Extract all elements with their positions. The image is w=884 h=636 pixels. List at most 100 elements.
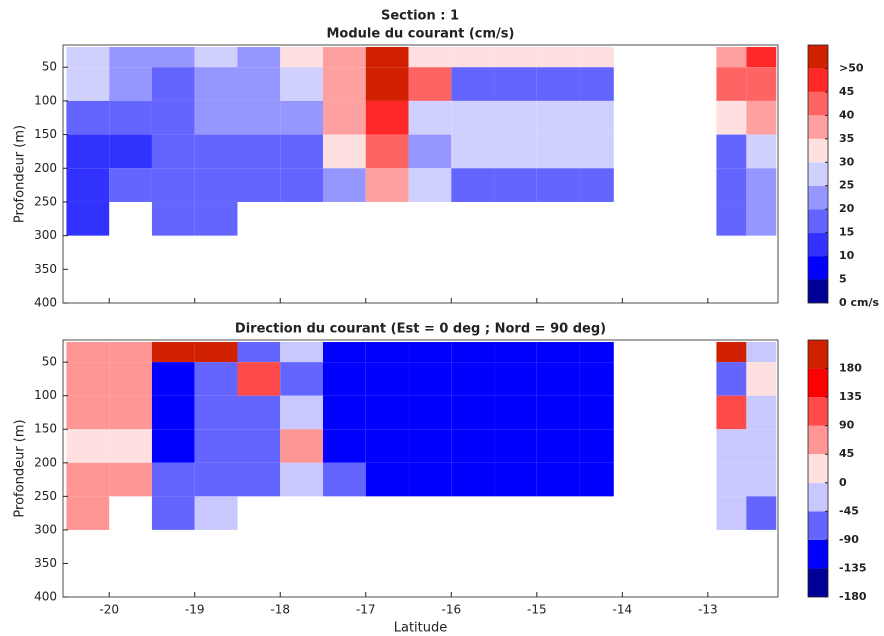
heatmap-cell (66, 67, 110, 101)
colorbar-band (808, 91, 828, 116)
colorbar-band (808, 539, 828, 569)
heatmap-cell (237, 429, 281, 463)
heatmap-cell (66, 168, 110, 202)
heatmap-cell (280, 67, 323, 101)
heatmap-cell (408, 395, 452, 430)
y-tick-label: 150 (34, 422, 57, 436)
heatmap-cell (536, 100, 580, 135)
heatmap-cell (109, 342, 152, 363)
heatmap-cell (746, 47, 777, 68)
heatmap-cell (494, 67, 537, 101)
colorbar-band (808, 482, 828, 512)
heatmap-cell (746, 67, 777, 101)
heatmap-cell (194, 67, 238, 101)
heatmap-cell (494, 395, 537, 430)
heatmap-cell (536, 168, 580, 202)
colorbar-tick-label: 45 (839, 85, 854, 98)
heatmap-cell (408, 342, 452, 363)
colorbar-frame (807, 44, 829, 304)
heatmap-cell (365, 134, 409, 169)
heatmap-cell (280, 395, 323, 430)
y-tick-label: 100 (34, 93, 57, 107)
heatmap-cell (494, 134, 537, 169)
y-tick-label: 50 (42, 355, 57, 369)
figure-title: Section : 1 (381, 9, 459, 24)
heatmap-cell (237, 100, 281, 135)
y-tick-label: 250 (34, 489, 57, 503)
heatmap-cell (536, 429, 580, 463)
y-tick-label: 200 (34, 161, 57, 175)
heatmap-cell (280, 429, 323, 463)
heatmap-cell (66, 462, 110, 497)
y-tick-label: 200 (34, 455, 57, 469)
colorbar-tick-label: 5 (839, 273, 847, 286)
heatmap-cell (716, 134, 747, 169)
heatmap-cell (194, 201, 238, 236)
colorbar-band (808, 397, 828, 426)
x-tick-label: -18 (270, 603, 290, 617)
heatmap-cell (494, 362, 537, 396)
colorbar-band (808, 511, 828, 540)
heatmap-cell (280, 168, 323, 202)
heatmap-cell (716, 362, 747, 396)
heatmap-cell (323, 342, 366, 363)
colorbar-band (808, 256, 828, 280)
y-tick-label: 400 (34, 590, 57, 604)
panel-title: Direction du courant (Est = 0 deg ; Nord… (235, 322, 606, 337)
heatmap-cell (716, 342, 747, 363)
heatmap-cell (579, 395, 614, 430)
colorbar-band (808, 162, 828, 186)
heatmap-cell (579, 67, 614, 101)
heatmap-cell (536, 462, 580, 497)
heatmap-cell (365, 342, 409, 363)
heatmap-cell (237, 342, 281, 363)
heatmap-cell (365, 362, 409, 396)
heatmap-cell (323, 168, 366, 202)
colorbar-band (808, 68, 828, 92)
heatmap-cell (323, 134, 366, 169)
heatmap-cell (237, 134, 281, 169)
heatmap-cell (579, 134, 614, 169)
heatmap-cell (151, 496, 195, 530)
colorbar-tick-label: 10 (839, 249, 855, 262)
heatmap-cell (66, 429, 110, 463)
x-tick-label: -13 (698, 603, 718, 617)
heatmap-cell (109, 67, 152, 101)
heatmap-cell (579, 342, 614, 363)
heatmap-cell (151, 134, 195, 169)
heatmap-cell (194, 496, 238, 530)
heatmap-cell (494, 342, 537, 363)
heatmap-cell (194, 342, 238, 363)
heatmap-cell (194, 100, 238, 135)
heatmap-cell (109, 362, 152, 396)
heatmap-cell (365, 67, 409, 101)
heatmap-cell (151, 100, 195, 135)
heatmap-cell (109, 395, 152, 430)
heatmap-cell (408, 67, 452, 101)
y-tick-label: 350 (34, 556, 57, 570)
colorbar-tick-label: 180 (839, 362, 862, 375)
heatmap-cell (237, 395, 281, 430)
heatmap-cell (66, 342, 110, 363)
heatmap-cell (408, 429, 452, 463)
y-axis-label: Profondeur (m) (13, 419, 28, 517)
heatmap-cell (494, 47, 537, 68)
heatmap-cell (323, 67, 366, 101)
colorbar-frame (807, 339, 829, 598)
heatmap-cell (237, 168, 281, 202)
heatmap-cell (66, 100, 110, 135)
heatmap-cell (716, 168, 747, 202)
heatmap-cell (237, 47, 281, 68)
heatmap-cell (451, 342, 495, 363)
heatmap-cell (151, 429, 195, 463)
heatmap-cell (151, 67, 195, 101)
heatmap-cell (365, 168, 409, 202)
heatmap-cell (451, 168, 495, 202)
heatmap-cell (408, 134, 452, 169)
heatmap-cell (66, 47, 110, 68)
heatmap-cell (365, 429, 409, 463)
y-tick-label: 350 (34, 262, 57, 276)
heatmap-cell (494, 429, 537, 463)
colorbar-tick-label: -135 (839, 561, 867, 574)
